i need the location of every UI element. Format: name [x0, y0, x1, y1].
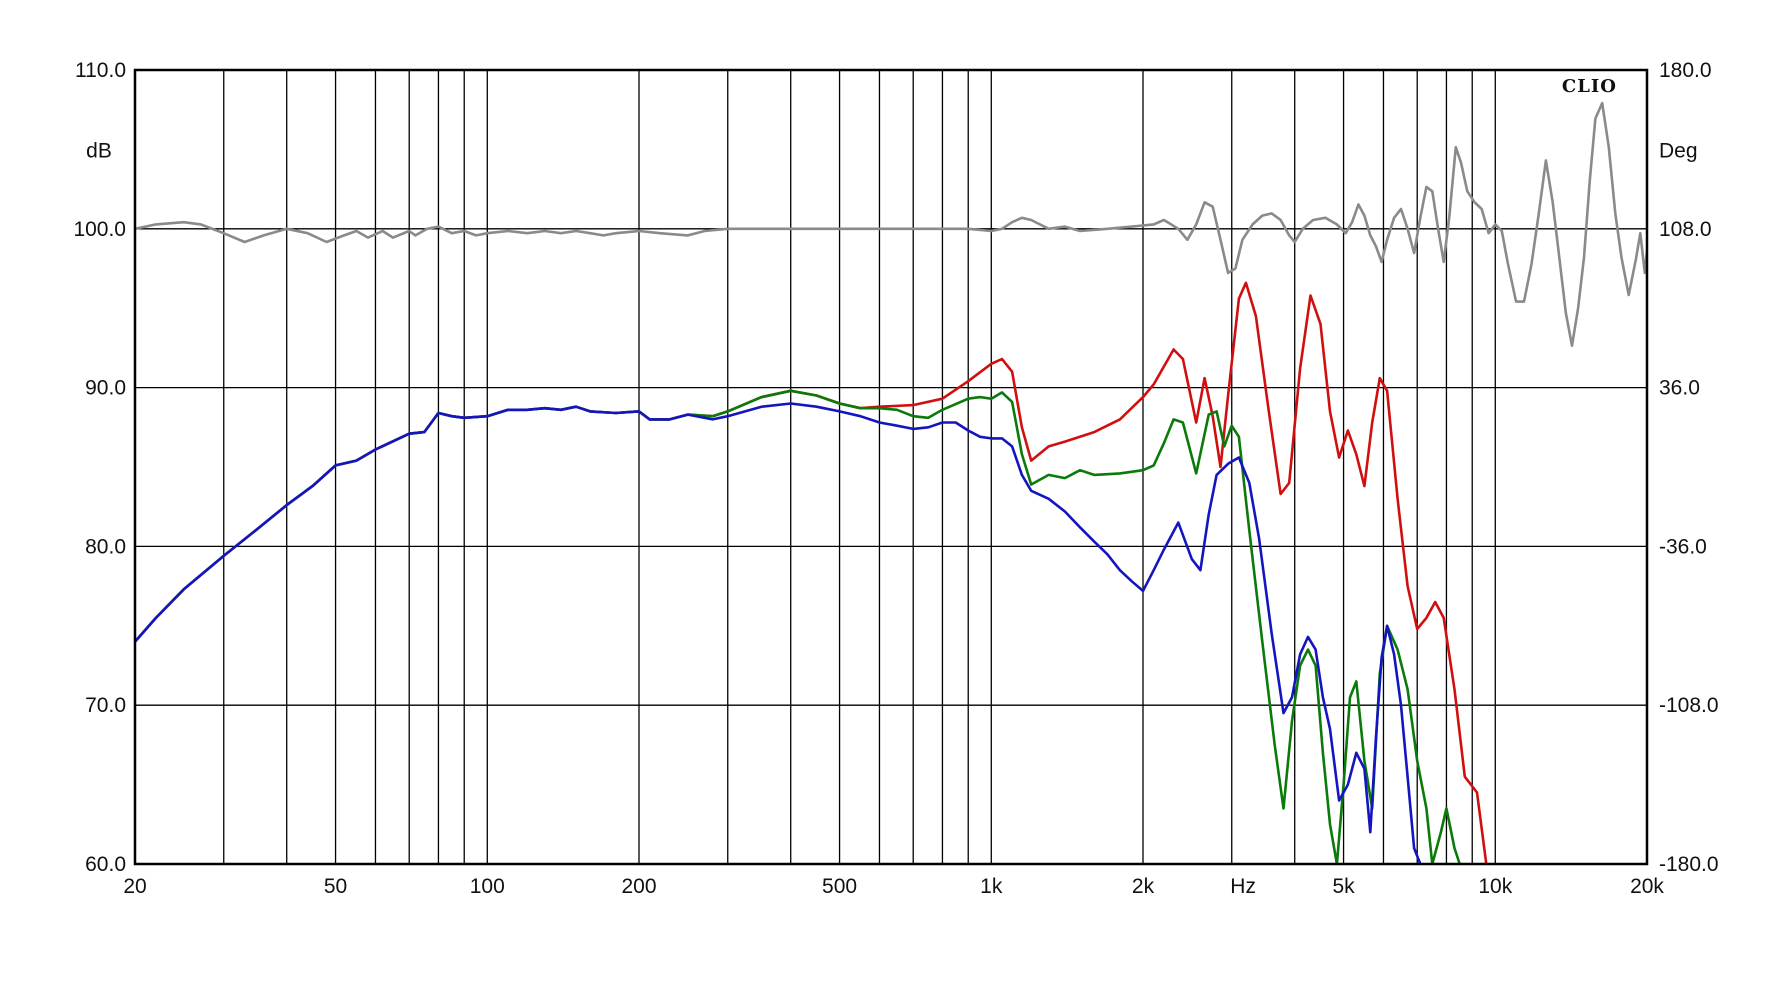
- x-tick-label: 2k: [1132, 875, 1155, 898]
- x-tick-label: 1k: [980, 875, 1003, 898]
- x-unit-label: Hz: [1230, 875, 1256, 898]
- series-line-1: [135, 281, 1488, 864]
- y-right-unit-label: Deg: [1659, 139, 1698, 162]
- y-left-unit-label: dB: [86, 139, 112, 162]
- series-line-3: [135, 402, 1422, 864]
- y-right-tick-label: -36.0: [1659, 535, 1707, 558]
- x-tick-label: 100: [470, 875, 505, 898]
- x-tick-label: 10k: [1478, 875, 1512, 898]
- x-tick-label: 50: [324, 875, 347, 898]
- series-line-2: [135, 389, 1461, 864]
- y-right-tick-label: 36.0: [1659, 377, 1700, 400]
- y-right-tick-label: 180.0: [1659, 59, 1712, 82]
- y-left-tick-label: 110.0: [75, 59, 126, 82]
- y-left-tick-label: 100.0: [73, 218, 126, 241]
- y-right-tick-label: -108.0: [1659, 694, 1719, 717]
- y-left-tick-label: 90.0: [85, 377, 126, 400]
- y-left-tick-label: 60.0: [85, 853, 126, 876]
- x-tick-label: 200: [621, 875, 656, 898]
- x-tick-label: 500: [822, 875, 857, 898]
- y-left-tick-label: 80.0: [85, 535, 126, 558]
- y-left-tick-label: 70.0: [85, 694, 126, 717]
- y-right-tick-label: -180.0: [1659, 853, 1719, 876]
- clio-logo: CLIO: [1562, 76, 1617, 97]
- x-tick-label: 20: [123, 875, 146, 898]
- axis-labels: 20 50 100 200 500 1k 2k 5k 10k 20k Hz 60.0 70.0 80.0 9…: [73, 59, 1718, 898]
- x-tick-label: 5k: [1332, 875, 1355, 898]
- x-tick-label: 20k: [1630, 875, 1664, 898]
- response-curves: [135, 101, 1647, 864]
- y-right-tick-label: 108.0: [1659, 218, 1712, 241]
- grid-lines: [135, 69, 1647, 865]
- series-line-4: [135, 101, 1647, 348]
- plot-frame: [133, 68, 1649, 866]
